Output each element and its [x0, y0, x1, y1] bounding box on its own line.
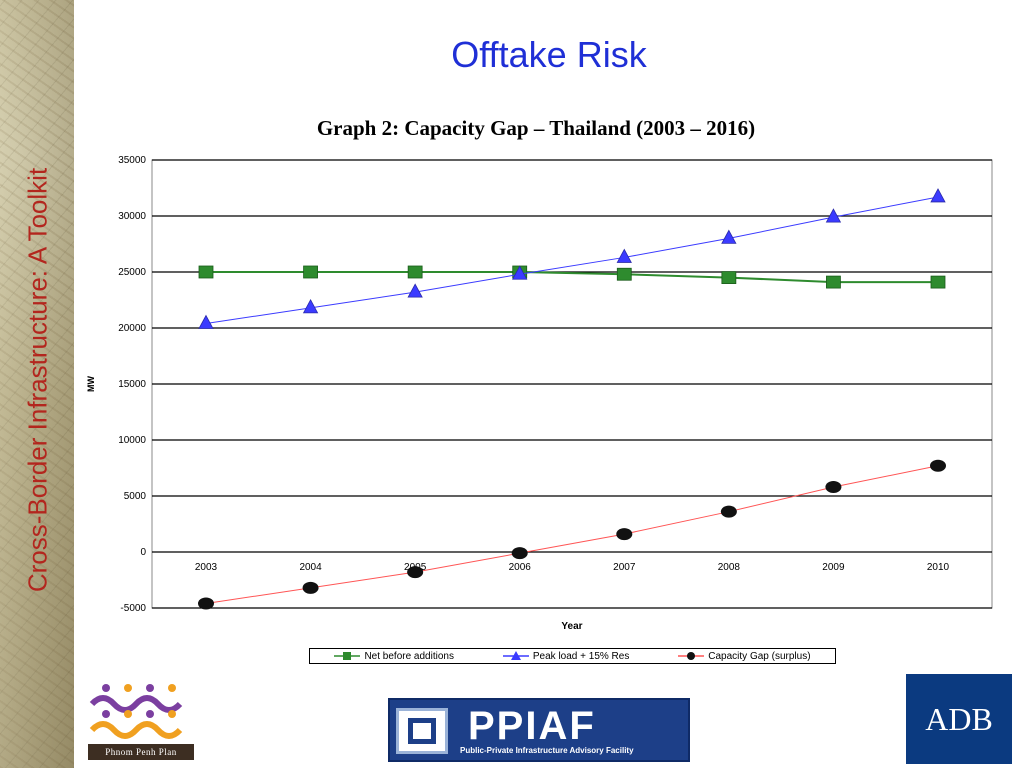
- chart-title: Graph 2: Capacity Gap – Thailand (2003 –…: [317, 116, 755, 140]
- y-tick-label: -5000: [120, 603, 146, 614]
- ppiaf-logo: PPIAF Public-Private Infrastructure Advi…: [388, 698, 690, 762]
- x-tick-label: 2009: [822, 562, 845, 573]
- data-point: [720, 505, 737, 518]
- y-axis-label: MW: [86, 376, 96, 392]
- chart-legend: Net before additions Peak load + 15% Res…: [309, 648, 836, 664]
- x-tick-label: 2010: [927, 562, 950, 573]
- data-point: [511, 547, 528, 560]
- data-point: [302, 581, 319, 594]
- legend-label-peak: Peak load + 15% Res: [532, 650, 630, 662]
- ppiaf-name: PPIAF: [468, 704, 596, 748]
- x-tick-label: 2008: [718, 562, 741, 573]
- data-point: [825, 481, 842, 494]
- y-tick-label: 10000: [118, 435, 146, 446]
- phnom-penh-plan-caption: Phnom Penh Plan: [88, 744, 194, 760]
- data-point: [721, 229, 737, 244]
- data-point: [407, 283, 423, 298]
- x-tick-label: 2006: [509, 562, 532, 573]
- data-point: [721, 271, 737, 285]
- ppiaf-emblem-icon: [396, 708, 448, 754]
- y-tick-label: 35000: [118, 155, 146, 166]
- y-tick-label: 5000: [124, 491, 147, 502]
- y-axis-ticks: 35000 30000 25000 20000 15000 10000 5000 0 -5000: [118, 155, 146, 614]
- map-strip-shade: [0, 0, 74, 768]
- legend-label-gap: Capacity Gap (surplus): [708, 650, 811, 662]
- data-point: [930, 459, 946, 472]
- data-point: [616, 267, 632, 281]
- capacity-gap-chart: Graph 2: Capacity Gap – Thailand (2003 –…: [86, 116, 993, 632]
- data-point: [825, 208, 842, 223]
- x-axis-label: Year: [561, 621, 582, 632]
- data-point: [303, 265, 318, 279]
- phnom-penh-plan-logo: [89, 684, 183, 739]
- data-point: [512, 265, 528, 280]
- data-point: [616, 528, 633, 541]
- y-tick-label: 20000: [118, 323, 146, 334]
- y-tick-label: 30000: [118, 211, 146, 222]
- data-point: [302, 298, 319, 314]
- adb-logo: ADB: [906, 674, 1012, 764]
- legend-item-gap: Capacity Gap (surplus): [678, 650, 811, 662]
- series-layer: [198, 188, 946, 610]
- data-point: [407, 566, 424, 579]
- legend-label-net: Net before additions: [364, 650, 454, 662]
- y-tick-label: 25000: [118, 267, 146, 278]
- x-tick-label: 2007: [613, 562, 636, 573]
- data-point: [407, 265, 423, 279]
- data-point: [930, 188, 946, 203]
- series-line: [205, 196, 939, 325]
- legend-swatch-square-icon: [334, 652, 361, 660]
- y-tick-label: 15000: [118, 379, 146, 390]
- data-point: [198, 314, 214, 329]
- legend-item-peak: Peak load + 15% Res: [502, 650, 630, 662]
- data-point: [826, 275, 841, 289]
- data-point: [616, 248, 632, 263]
- data-point: [198, 597, 214, 610]
- decorative-map-strip: [0, 0, 74, 768]
- y-tick-label: 0: [140, 547, 146, 558]
- x-tick-label: 2003: [195, 562, 218, 573]
- data-point: [198, 265, 214, 279]
- legend-swatch-circle-icon: [678, 652, 705, 660]
- series-line: [206, 271, 938, 284]
- side-title: Cross-Border Infrastructure: A Toolkit: [22, 167, 53, 593]
- legend-swatch-triangle-icon: [502, 651, 529, 660]
- ppiaf-subtitle: Public-Private Infrastructure Advisory F…: [460, 746, 634, 755]
- series-line: [205, 465, 939, 605]
- slide-title: Offtake Risk: [451, 34, 647, 75]
- legend-item-net: Net before additions: [334, 651, 454, 662]
- chart-panel: Graph 2: Capacity Gap – Thailand (2003 –…: [86, 104, 1006, 670]
- x-tick-label: 2004: [299, 562, 322, 573]
- data-point: [930, 275, 946, 289]
